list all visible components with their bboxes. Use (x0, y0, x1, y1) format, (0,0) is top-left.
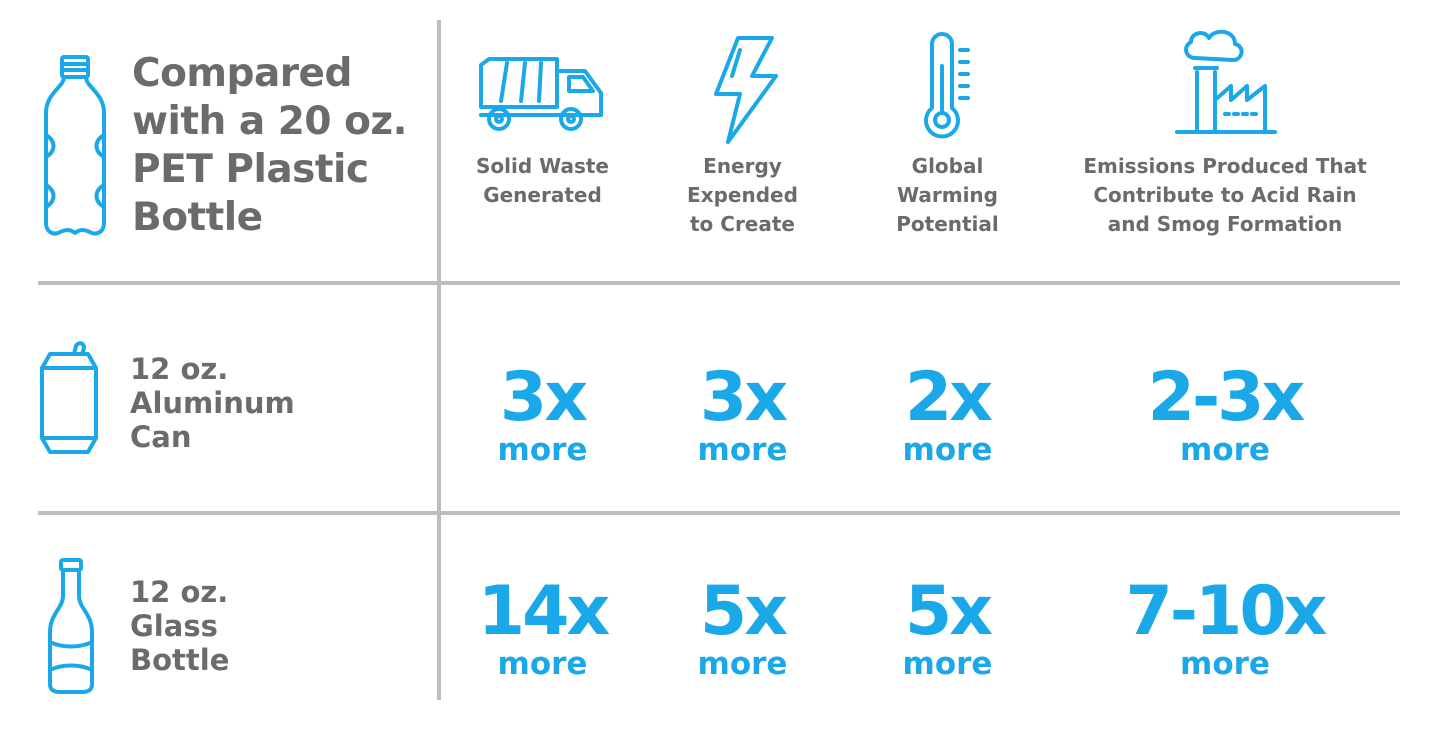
column-header-line: Solid Waste (475, 154, 609, 178)
value-number: 3x (699, 358, 788, 437)
row-label-line: Bottle (130, 643, 230, 677)
row-label-line: Aluminum (130, 386, 295, 420)
title-line: PET Plastic (132, 147, 369, 192)
column-header-global-warming: Global Warming Potential (855, 152, 1040, 239)
value-unit: more (497, 432, 588, 468)
page-title: Compared with a 20 oz. PET Plastic Bottl… (132, 50, 437, 242)
row-label-line: 12 oz. (130, 352, 229, 386)
horizontal-divider-1 (38, 281, 1400, 285)
row-label-line: Glass (130, 609, 218, 643)
value-number: 5x (699, 572, 788, 651)
value-unit: more (1180, 646, 1270, 682)
value-unit: more (497, 646, 588, 682)
lightning-icon (714, 36, 778, 144)
value-cell: 2-3x more (1050, 358, 1400, 468)
value-number: 2x (904, 358, 993, 437)
value-cell: 14x more (450, 572, 635, 682)
value-cell: 3x more (650, 358, 835, 468)
value-cell: 5x more (855, 572, 1040, 682)
value-cell: 5x more (650, 572, 835, 682)
value-number: 7-10x (1125, 572, 1327, 651)
value-unit: more (1180, 432, 1270, 468)
thermometer-icon (924, 32, 970, 139)
horizontal-divider-2 (38, 511, 1400, 515)
value-cell: 2x more (855, 358, 1040, 468)
column-header-line: Contribute to Acid Rain (1093, 183, 1357, 207)
column-header-line: Generated (483, 183, 602, 207)
value-cell: 3x more (450, 358, 635, 468)
column-header-line: Emissions Produced That (1083, 154, 1367, 178)
value-unit: more (902, 432, 993, 468)
column-header-line: Global (911, 154, 984, 178)
aluminum-can-icon (40, 341, 98, 454)
row-label-glass-bottle: 12 oz. Glass Bottle (130, 575, 430, 677)
value-number: 3x (499, 358, 588, 437)
title-line: Bottle (132, 195, 263, 240)
column-header-line: Warming (897, 183, 998, 207)
value-number: 14x (477, 572, 611, 651)
column-header-emissions: Emissions Produced That Contribute to Ac… (1050, 152, 1400, 239)
value-cell: 7-10x more (1050, 572, 1400, 682)
column-header-line: Expended (687, 183, 798, 207)
vertical-divider (437, 20, 441, 700)
column-header-energy: Energy Expended to Create (650, 152, 835, 239)
factory-icon (1175, 29, 1277, 134)
row-label-line: Can (130, 420, 192, 454)
pet-bottle-icon (44, 55, 106, 236)
garbage-truck-icon (479, 57, 603, 131)
column-header-line: and Smog Formation (1107, 212, 1343, 236)
value-number: 2-3x (1147, 358, 1306, 437)
value-unit: more (697, 646, 788, 682)
column-header-line: Energy (703, 154, 782, 178)
value-unit: more (697, 432, 788, 468)
value-number: 5x (904, 572, 993, 651)
column-header-line: to Create (690, 212, 795, 236)
glass-bottle-icon (48, 558, 94, 694)
value-unit: more (902, 646, 993, 682)
column-header-solid-waste: Solid Waste Generated (450, 152, 635, 210)
row-label-aluminum-can: 12 oz. Aluminum Can (130, 352, 430, 454)
column-header-line: Potential (896, 212, 999, 236)
row-label-line: 12 oz. (130, 575, 229, 609)
title-line: Compared (132, 51, 352, 96)
title-line: with a 20 oz. (132, 99, 407, 144)
